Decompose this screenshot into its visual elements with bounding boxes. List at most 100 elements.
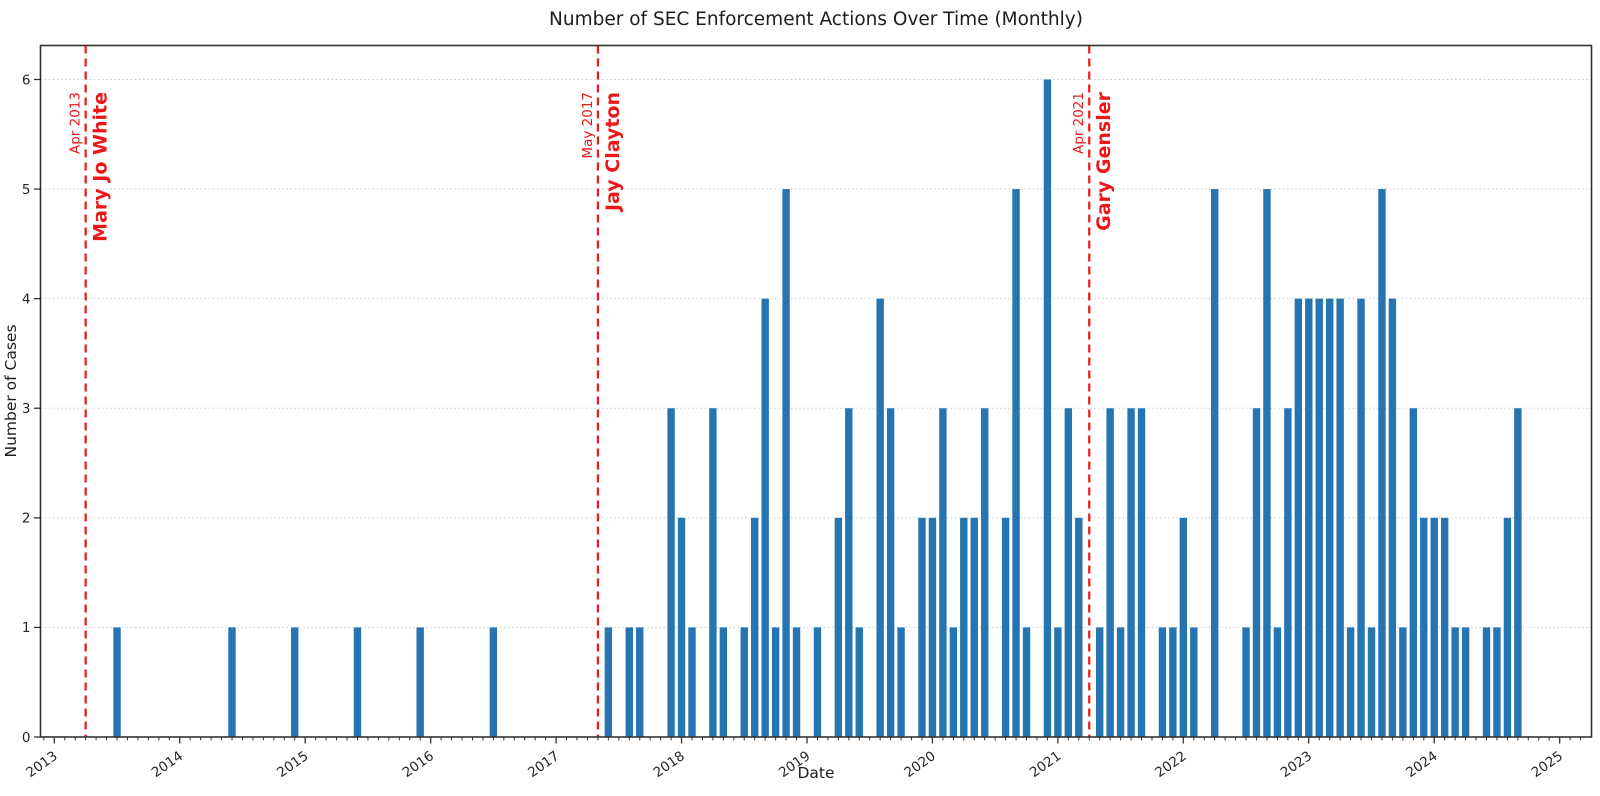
- x-tick-label-2013: 2013: [23, 748, 60, 781]
- bar-2023-10: [1399, 627, 1407, 737]
- x-tick-label-2020: 2020: [901, 748, 938, 781]
- bar-2021-11: [1158, 627, 1167, 737]
- x-tick-label-2025: 2025: [1529, 748, 1566, 781]
- bar-2023-12: [1420, 517, 1428, 737]
- bar-2023-02: [1315, 298, 1323, 737]
- bar-2021-08: [1127, 408, 1135, 737]
- bar-2020-01: [928, 517, 937, 737]
- x-tick-label-2017: 2017: [525, 748, 562, 781]
- bar-2022-01: [1179, 517, 1188, 737]
- bar-2024-09: [1514, 408, 1522, 737]
- bar-2017-08: [625, 627, 633, 737]
- x-tick-label-2014: 2014: [149, 748, 186, 781]
- y-tick-label-3: 3: [22, 401, 31, 417]
- bar-2019-02: [813, 627, 822, 737]
- x-tick-label-2024: 2024: [1403, 748, 1440, 781]
- chair-name-jay-clayton: Jay Clayton: [602, 92, 624, 213]
- chair-name-gary-gensler: Gary Gensler: [1093, 91, 1115, 231]
- bar-2024-03: [1451, 627, 1459, 737]
- plot-border: [39, 44, 1593, 738]
- chair-name-mary-jo-white: Mary Jo White: [90, 92, 112, 242]
- bar-2023-08: [1378, 189, 1386, 737]
- x-tick-label-2018: 2018: [651, 748, 688, 781]
- bar-2022-02: [1190, 627, 1198, 737]
- y-tick-label-6: 6: [22, 72, 31, 88]
- bar-2017-12: [667, 408, 675, 737]
- chair-date-gary-gensler: Apr 2021: [1071, 92, 1087, 154]
- bar-2021-01: [1054, 627, 1062, 737]
- bar-2024-08: [1503, 517, 1512, 737]
- x-tick-label-2022: 2022: [1152, 748, 1189, 781]
- bar-2018-04: [709, 408, 717, 737]
- bar-2019-04: [834, 517, 843, 737]
- bar-2018-12: [792, 627, 801, 737]
- chair-date-mary-jo-white: Apr 2013: [68, 92, 84, 154]
- bar-2021-12: [1169, 627, 1177, 737]
- bar-2021-06: [1106, 408, 1114, 737]
- axes: 2013 2014 2015 2016 2017 2018 2019 2020 2021 2022…: [22, 44, 1593, 781]
- x-tick-label-2015: 2015: [274, 748, 311, 781]
- bar-2017-09: [636, 627, 644, 737]
- bar-2022-09: [1263, 189, 1271, 737]
- bar-2022-07: [1242, 627, 1250, 737]
- bar-2021-03: [1075, 517, 1083, 737]
- bar-2013-07: [113, 627, 121, 737]
- bar-2020-02: [939, 408, 947, 737]
- y-tick-label-2: 2: [22, 511, 31, 527]
- bar-2021-09: [1137, 408, 1146, 737]
- bar-2022-11: [1284, 408, 1292, 737]
- bar-2022-12: [1294, 298, 1303, 737]
- bar-2023-04: [1336, 298, 1344, 737]
- bar-2020-03: [949, 627, 958, 737]
- bar-2020-04: [960, 517, 968, 737]
- bar-2023-05: [1346, 627, 1355, 737]
- bars: [113, 79, 1522, 737]
- x-tick-label-2021: 2021: [1027, 748, 1064, 781]
- bar-2024-02: [1440, 517, 1449, 737]
- bar-2018-08: [751, 517, 759, 737]
- chair-date-jay-clayton: May 2017: [580, 92, 596, 159]
- bar-2022-08: [1252, 408, 1261, 737]
- bar-2023-07: [1367, 627, 1376, 737]
- bar-2020-10: [1022, 627, 1031, 737]
- bar-2022-10: [1273, 627, 1282, 737]
- y-tick-label-1: 1: [22, 620, 31, 636]
- bar-2024-04: [1461, 627, 1470, 737]
- bar-2021-05: [1096, 627, 1104, 737]
- bar-2018-11: [782, 189, 790, 737]
- bar-2023-01: [1305, 298, 1313, 737]
- bar-2018-02: [688, 627, 696, 737]
- bar-2020-08: [1001, 517, 1010, 737]
- bar-2021-07: [1116, 627, 1125, 737]
- bar-2018-05: [719, 627, 728, 737]
- bar-2023-11: [1409, 408, 1418, 737]
- bar-2019-06: [855, 627, 863, 737]
- bar-2019-12: [918, 517, 926, 737]
- bar-2023-09: [1388, 298, 1397, 737]
- bar-2018-01: [677, 517, 686, 737]
- y-tick-label-0: 0: [22, 730, 31, 746]
- bar-2022-04: [1210, 189, 1219, 737]
- y-tick-label-5: 5: [22, 182, 31, 198]
- bar-2020-09: [1012, 189, 1020, 737]
- bar-2023-06: [1357, 298, 1365, 737]
- bar-2024-07: [1493, 627, 1501, 737]
- bar-2019-09: [886, 408, 895, 737]
- y-tick-label-4: 4: [22, 291, 31, 307]
- bar-2024-01: [1430, 517, 1438, 737]
- bar-2023-03: [1325, 298, 1334, 737]
- bar-2017-06: [604, 627, 613, 737]
- bar-2018-07: [740, 627, 748, 737]
- bar-2021-02: [1064, 408, 1073, 737]
- bar-2024-06: [1482, 627, 1491, 737]
- bar-2020-05: [970, 517, 978, 737]
- x-tick-label-2023: 2023: [1278, 748, 1315, 781]
- bar-2020-12: [1043, 79, 1052, 737]
- bar-2016-07: [489, 627, 498, 737]
- bar-2015-12: [416, 627, 424, 737]
- bar-2015-06: [353, 627, 362, 737]
- bar-2014-12: [291, 627, 299, 737]
- x-tick-label-2016: 2016: [400, 748, 437, 781]
